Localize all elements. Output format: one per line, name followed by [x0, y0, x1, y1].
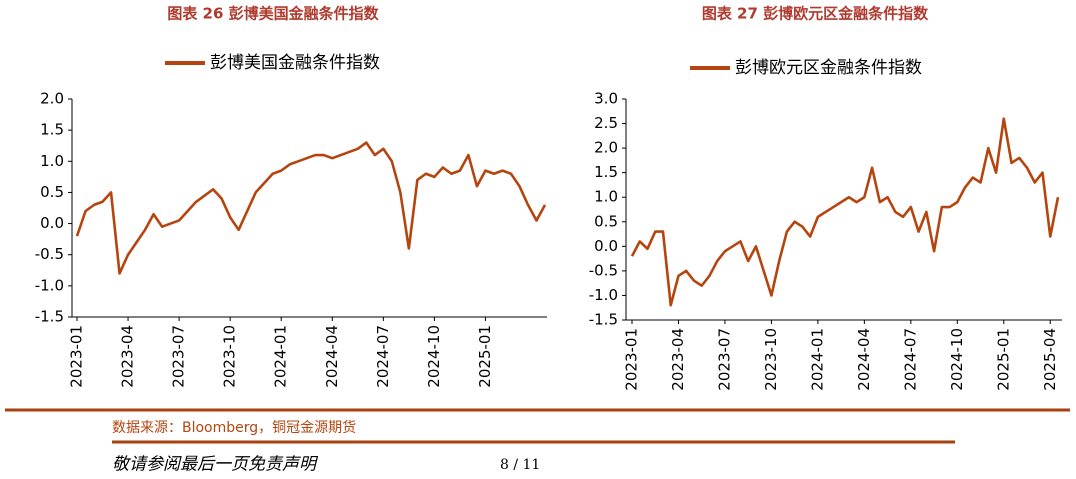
y-tick-label: 1.0 [40, 152, 64, 170]
y-tick-label: 1.0 [594, 188, 618, 206]
x-tick-label: 2024-07 [374, 325, 392, 388]
y-tick-label: -1.5 [589, 311, 618, 329]
series-line [630, 117, 1060, 307]
chart-title: 图表 26 彭博美国金融条件指数 [167, 5, 379, 23]
chart-title: 图表 27 彭博欧元区金融条件指数 [702, 5, 929, 23]
x-tick-label: 2023-07 [170, 325, 188, 388]
x-tick-label: 2023-07 [715, 328, 733, 391]
page-number: 8 / 11 [500, 457, 540, 473]
x-tick-label: 2023-10 [221, 325, 239, 388]
y-tick-label: 2.5 [594, 114, 618, 132]
y-tick-label: 0.0 [594, 237, 618, 255]
x-tick-label: 2023-04 [119, 325, 137, 388]
y-tick-label: 0.5 [594, 212, 618, 230]
y-tick-label: 0.5 [40, 183, 64, 201]
x-tick-label: 2024-04 [323, 325, 341, 388]
x-tick-label: 2024-10 [948, 328, 966, 391]
x-tick-label: 2024-01 [272, 325, 290, 388]
y-tick-label: -0.5 [589, 261, 618, 279]
x-tick-label: 2025-01 [994, 328, 1012, 391]
y-tick-label: -0.5 [35, 245, 64, 263]
source: 数据来源：Bloomberg，铜冠金源期货 [112, 419, 356, 436]
series-line [75, 141, 547, 275]
x-tick-label: 2025-04 [1041, 328, 1059, 391]
y-tick-label: 3.0 [594, 90, 618, 108]
y-tick-label: 0.0 [40, 214, 64, 232]
legend-label: 彭博欧元区金融条件指数 [735, 58, 922, 78]
disclaimer: 敬请参阅最后一页免责声明 [112, 455, 319, 475]
y-tick-label: 1.5 [594, 163, 618, 181]
y-tick-label: -1.0 [589, 286, 618, 304]
x-tick-label: 2023-10 [762, 328, 780, 391]
y-tick-label: -1.0 [35, 276, 64, 294]
y-tick-label: -1.5 [35, 308, 64, 326]
x-tick-label: 2024-01 [808, 328, 826, 391]
x-tick-label: 2024-04 [855, 328, 873, 391]
legend-label: 彭博美国金融条件指数 [210, 53, 380, 73]
x-tick-label: 2023-01 [623, 328, 641, 391]
x-tick-label: 2024-10 [425, 325, 443, 388]
x-tick-label: 2023-01 [68, 325, 86, 388]
x-tick-label: 2023-04 [669, 328, 687, 391]
x-tick-label: 2025-01 [476, 325, 494, 388]
x-tick-label: 2024-07 [901, 328, 919, 391]
y-tick-label: 2.0 [40, 90, 64, 108]
y-tick-label: 2.0 [594, 139, 618, 157]
y-tick-label: 1.5 [40, 121, 64, 139]
